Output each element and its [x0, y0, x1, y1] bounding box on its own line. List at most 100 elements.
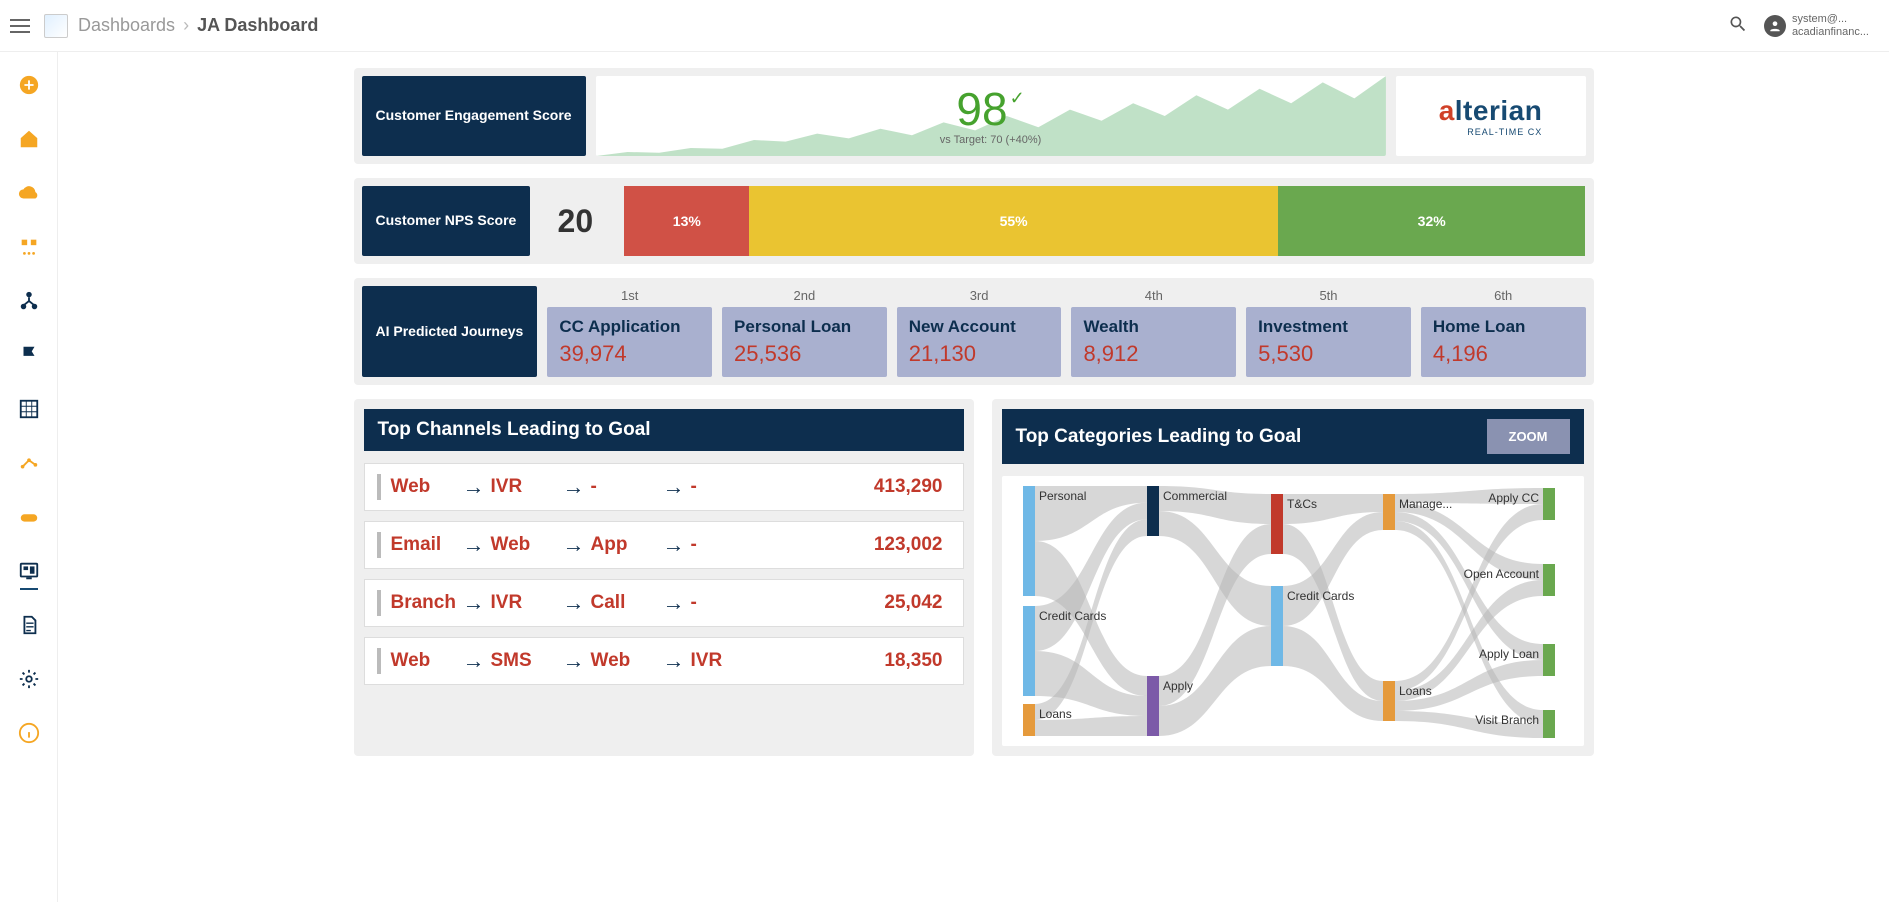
channel-row[interactable]: Email→Web→App→-123,002: [364, 521, 964, 569]
dashboard-icon[interactable]: [16, 558, 42, 584]
journey-item[interactable]: 2ndPersonal Loan25,536: [722, 286, 887, 377]
channel-row[interactable]: Branch→IVR→Call→-25,042: [364, 579, 964, 627]
grid-icon[interactable]: [16, 396, 42, 422]
nps-row: Customer NPS Score 20 13%55%32%: [354, 178, 1594, 264]
journey-item[interactable]: 3rd New Account 21,130: [897, 286, 1062, 377]
apps-icon[interactable]: [16, 234, 42, 260]
journey-item[interactable]: 5thInvestment5,530: [1246, 286, 1411, 377]
nps-segment: 32%: [1278, 186, 1586, 256]
main-content: Customer Engagement Score 98✓ vs Target:…: [58, 52, 1889, 902]
channel-step: Branch: [391, 592, 457, 614]
arrow-right-icon: →: [663, 590, 685, 616]
arrow-right-icon: →: [563, 648, 585, 674]
arrow-right-icon: →: [563, 532, 585, 558]
channel-value: 413,290: [851, 476, 951, 498]
nps-tile: Customer NPS Score: [362, 186, 531, 256]
journey-rank: 1st: [547, 286, 712, 307]
channel-row[interactable]: Web→SMS→Web→IVR18,350: [364, 637, 964, 685]
svg-text:Apply CC: Apply CC: [1488, 491, 1539, 505]
journeys-title: AI Predicted Journeys: [376, 323, 524, 341]
hamburger-menu[interactable]: [10, 14, 34, 38]
gear-icon[interactable]: [16, 666, 42, 692]
channel-row[interactable]: Web→IVR→-→-413,290: [364, 463, 964, 511]
channel-step: -: [691, 534, 757, 556]
journey-rank: 2nd: [722, 286, 887, 307]
arrow-right-icon: →: [463, 648, 485, 674]
sankey-node: [1271, 494, 1283, 554]
user-menu[interactable]: system@... acadianfinanc...: [1764, 13, 1869, 37]
pill-icon[interactable]: [16, 504, 42, 530]
engagement-chart: 98✓ vs Target: 70 (+40%): [596, 76, 1386, 156]
svg-text:Commercial: Commercial: [1163, 489, 1227, 503]
breadcrumb-parent[interactable]: Dashboards: [78, 15, 175, 36]
categories-card: Top Categories Leading to Goal ZOOM Pers…: [992, 399, 1594, 756]
cloud-icon[interactable]: [16, 180, 42, 206]
breadcrumb-current: JA Dashboard: [197, 15, 318, 36]
left-nav: [0, 52, 58, 902]
brand-logo: alterian REAL-TIME CX: [1396, 76, 1586, 156]
sankey-node: [1543, 710, 1555, 738]
engagement-tile: Customer Engagement Score: [362, 76, 586, 156]
sankey-node: [1147, 486, 1159, 536]
journey-value: 5,530: [1258, 341, 1399, 367]
sankey-node: [1543, 564, 1555, 596]
channel-step: Web: [391, 476, 457, 498]
home-icon[interactable]: [16, 126, 42, 152]
arrow-right-icon: →: [563, 474, 585, 500]
zoom-button[interactable]: ZOOM: [1487, 419, 1570, 454]
channel-step: Web: [491, 534, 557, 556]
breadcrumb: Dashboards › JA Dashboard: [78, 15, 318, 36]
journey-name: Personal Loan: [734, 317, 875, 337]
svg-text:Open Account: Open Account: [1463, 567, 1539, 581]
svg-text:Credit Cards: Credit Cards: [1287, 589, 1354, 603]
topbar: Dashboards › JA Dashboard system@... aca…: [0, 0, 1889, 52]
sankey-node: [1543, 488, 1555, 520]
journeys-row: AI Predicted Journeys 1stCC Application3…: [354, 278, 1594, 385]
nps-bar: 13%55%32%: [624, 186, 1585, 256]
search-icon[interactable]: [1728, 14, 1748, 37]
journey-name: New Account: [909, 317, 1050, 337]
journey-item[interactable]: 6thHome Loan4,196: [1421, 286, 1586, 377]
add-icon[interactable]: [16, 72, 42, 98]
journey-value: 21,130: [909, 341, 1050, 367]
engagement-score: 98✓: [956, 82, 1024, 136]
channel-step: -: [691, 592, 757, 614]
categories-header: Top Categories Leading to Goal ZOOM: [1002, 409, 1584, 464]
journey-item[interactable]: 4thWealth8,912: [1071, 286, 1236, 377]
avatar-icon: [1764, 15, 1786, 37]
tree-icon[interactable]: [16, 288, 42, 314]
channels-card: Top Channels Leading to Goal Web→IVR→-→-…: [354, 399, 974, 756]
channel-step: -: [591, 476, 657, 498]
nps-segment: 13%: [624, 186, 749, 256]
flag-icon[interactable]: [16, 342, 42, 368]
channel-step: Web: [391, 650, 457, 672]
journey-rank: 6th: [1421, 286, 1586, 307]
svg-text:Loans: Loans: [1399, 684, 1432, 698]
arrow-right-icon: →: [563, 590, 585, 616]
engagement-row: Customer Engagement Score 98✓ vs Target:…: [354, 68, 1594, 164]
engagement-target: vs Target: 70 (+40%): [940, 134, 1042, 146]
arrow-right-icon: →: [463, 532, 485, 558]
channel-step: Call: [591, 592, 657, 614]
journey-rank: 5th: [1246, 286, 1411, 307]
channel-step: IVR: [491, 476, 557, 498]
svg-text:Manage...: Manage...: [1399, 497, 1452, 511]
sankey-node: [1023, 486, 1035, 596]
channel-value: 123,002: [851, 534, 951, 556]
svg-text:Loans: Loans: [1039, 707, 1072, 721]
doc-icon[interactable]: [16, 612, 42, 638]
svg-text:Apply Loan: Apply Loan: [1478, 647, 1538, 661]
svg-text:Personal: Personal: [1039, 489, 1086, 503]
channel-step: App: [591, 534, 657, 556]
sankey-chart: Personal Credit Cards Loans Commercial Apply…: [1002, 476, 1584, 746]
journey-rank: 4th: [1071, 286, 1236, 307]
chart-icon[interactable]: [16, 450, 42, 476]
engagement-title: Customer Engagement Score: [376, 107, 572, 125]
info-icon[interactable]: [16, 720, 42, 746]
sankey-node: [1023, 606, 1035, 696]
nps-value: 20: [540, 186, 610, 256]
journey-item[interactable]: 1stCC Application39,974: [547, 286, 712, 377]
chevron-right-icon: ›: [183, 15, 189, 36]
user-line2: acadianfinanc...: [1792, 26, 1869, 38]
journey-rank: 3rd: [897, 286, 1062, 307]
